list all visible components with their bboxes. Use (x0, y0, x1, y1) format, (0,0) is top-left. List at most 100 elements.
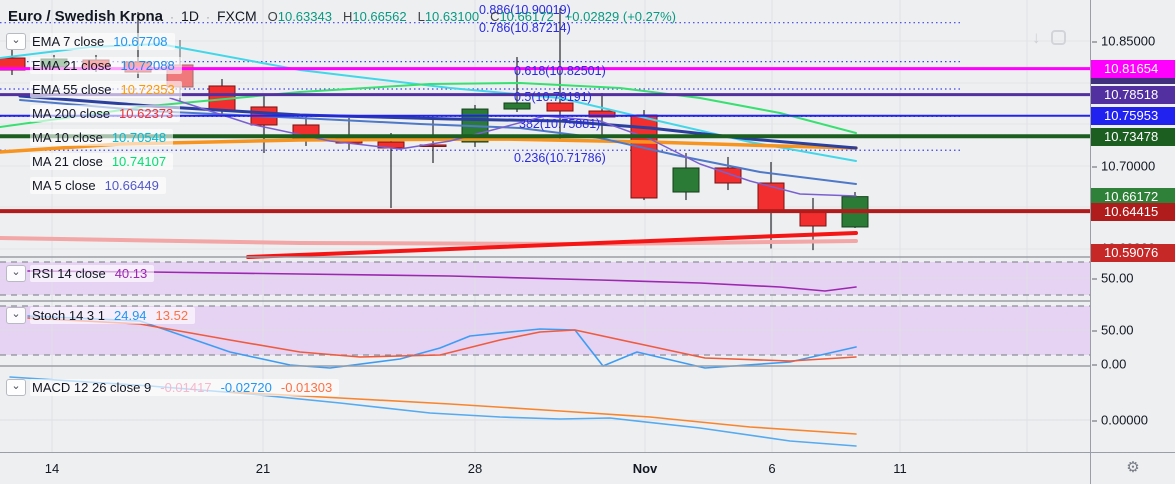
interval-label[interactable]: 1D (181, 8, 199, 24)
indicator-name: MA 200 close (32, 106, 111, 121)
indicator-name: MA 5 close (32, 178, 96, 193)
axis-settings-gear-icon[interactable]: ⚙ (1090, 452, 1175, 484)
indicator-name: EMA 7 close (32, 34, 105, 49)
legend-row-ema21[interactable]: EMA 21 close 10.72088 (30, 57, 182, 74)
price-axis-badge: 10.59076 (1091, 244, 1175, 262)
series-line-stoch-d (27, 317, 857, 362)
fib-level-label-0382[interactable]: 382(10.75881) (519, 117, 601, 131)
high-value: 10.66562 (352, 9, 407, 24)
legend-row-ma21[interactable]: MA 21 close 10.74107 (30, 153, 174, 170)
price-axis-badge: 10.64415 (1091, 203, 1175, 221)
macd-collapse-button[interactable]: ⌄ (6, 379, 26, 396)
series-line-ma200-pale (0, 236, 858, 246)
fib-level-label-0618[interactable]: 0.618(10.82501) (514, 64, 606, 78)
candle (588, 92, 616, 143)
fib-level-label-0786[interactable]: 0.786(10.87214) (479, 21, 571, 35)
maximize-frame-icon[interactable] (1050, 30, 1066, 45)
time-axis[interactable]: 14 21 28 Nov 6 11 (0, 452, 1175, 484)
candle (0, 50, 26, 75)
chart-canvas[interactable] (0, 0, 1090, 452)
stoch-d-value: 13.52 (155, 308, 189, 323)
macd-line-value: -0.02720 (220, 380, 272, 395)
open-letter: O (267, 9, 278, 24)
indicator-name: RSI 14 close (32, 266, 106, 281)
time-axis-label: 28 (467, 461, 483, 476)
price-axis-badge: 10.66172 (1091, 188, 1175, 206)
indicator-value: 10.66449 (104, 178, 159, 193)
candle-body (588, 110, 616, 118)
ohlc-open: O10.63343 (264, 9, 332, 24)
main-legend-collapse-button[interactable]: ⌄ (6, 33, 26, 50)
time-axis-label: 21 (255, 461, 271, 476)
indicator-name: EMA 55 close (32, 82, 112, 97)
header-separator: · (170, 10, 175, 24)
candle (503, 57, 531, 113)
download-arrow-icon[interactable]: ↓ (1032, 28, 1041, 47)
series-line-rsi (27, 270, 857, 292)
low-value: 10.63100 (424, 9, 480, 24)
legend-row-ema7[interactable]: EMA 7 close 10.67708 (30, 33, 175, 50)
price-axis-tick: 0.00 (1091, 357, 1175, 372)
price-axis-tick: 0.00000 (1091, 413, 1175, 428)
candle-body (546, 102, 574, 112)
open-value: 10.63343 (277, 9, 332, 24)
fib-level-label-05[interactable]: 0.5(10.79191) (514, 90, 592, 104)
indicator-name: MA 21 close (32, 154, 103, 169)
macd-signal-value: -0.01303 (280, 380, 333, 395)
close-value: 10.66172 (499, 9, 554, 24)
header-separator: · (205, 10, 210, 24)
price-axis-badge: 10.75953 (1091, 107, 1175, 125)
indicator-name: MA 10 close (32, 130, 103, 145)
series-line-stoch-k (27, 315, 857, 369)
candle (757, 162, 785, 249)
time-axis-label: 14 (44, 461, 60, 476)
legend-row-ma200[interactable]: MA 200 close 10.62373 (30, 105, 181, 122)
price-axis-badge: 10.81654 (1091, 60, 1175, 78)
legend-row-ma5[interactable]: MA 5 close 10.66449 (30, 177, 166, 194)
indicator-value: 10.70548 (111, 130, 167, 145)
indicator-name: EMA 21 close (32, 58, 112, 73)
legend-row-stoch[interactable]: Stoch 14 3 1 24.94 13.52 (30, 307, 196, 324)
legend-row-ma10[interactable]: MA 10 close 10.70548 (30, 129, 174, 146)
pane-corner-icons: ↓ (1032, 28, 1066, 48)
legend-row-macd[interactable]: MACD 12 26 close 9 -0.01417 -0.02720 -0.… (30, 379, 340, 396)
candle (630, 110, 658, 201)
ohlc-close: C10.66172 (486, 9, 554, 24)
rsi-value: 40.13 (114, 266, 148, 281)
candle-body (503, 102, 531, 110)
indicator-name: Stoch 14 3 1 (32, 308, 105, 323)
fib-level-label-0886[interactable]: 0.886(10.90019) (479, 3, 571, 17)
stoch-collapse-button[interactable]: ⌄ (6, 307, 26, 324)
candle (335, 118, 363, 150)
price-axis-tick: 10.70000 (1091, 159, 1175, 174)
series-line-macd-signal (229, 391, 857, 435)
ohlc-high: H10.66562 (339, 9, 407, 24)
time-axis-label: 11 (893, 461, 907, 476)
ohlc-low: L10.63100 (414, 9, 479, 24)
legend-row-ema55[interactable]: EMA 55 close 10.72353 (30, 81, 182, 98)
time-axis-label: 6 (768, 461, 776, 476)
price-axis-tick: 50.00 (1091, 271, 1175, 286)
indicator-value: 10.67708 (113, 34, 168, 49)
exchange-label: FXCM (216, 8, 257, 24)
low-letter: L (417, 9, 425, 24)
candle-body (672, 167, 700, 193)
indicator-value: 10.72353 (120, 82, 175, 97)
series-line-ma200 (246, 231, 858, 259)
fib-level-label-0236[interactable]: 0.236(10.71786) (514, 151, 606, 165)
indicator-value: 10.72088 (120, 58, 175, 73)
stoch-k-value: 24.94 (114, 308, 147, 323)
price-axis[interactable]: 10.8500010.7000010.6000050.0050.000.000.… (1090, 0, 1175, 452)
indicator-value: 10.62373 (119, 106, 174, 121)
rsi-collapse-button[interactable]: ⌄ (6, 265, 26, 282)
indicator-value: 10.74107 (111, 154, 167, 169)
clipped-price-badge (1091, 78, 1175, 84)
indicator-name: MACD 12 26 close 9 (32, 380, 152, 395)
price-axis-tick: 10.85000 (1091, 34, 1175, 49)
series-line-ema7 (19, 99, 857, 185)
price-axis-badge: 10.73478 (1091, 128, 1175, 146)
legend-row-rsi[interactable]: RSI 14 close 40.13 (30, 265, 155, 282)
close-letter: C (490, 9, 500, 24)
symbol-title[interactable]: Euro / Swedish Krona (8, 8, 164, 25)
